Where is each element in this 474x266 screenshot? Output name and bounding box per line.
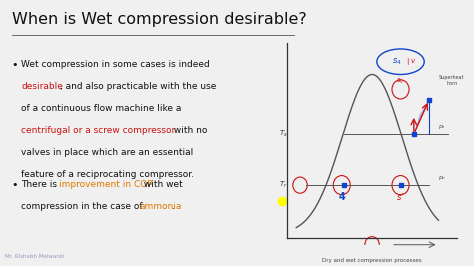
Text: $T_s$: $T_s$ [279, 129, 288, 139]
Text: $s_4$: $s_4$ [392, 56, 401, 67]
Text: Dry and wet compression processes: Dry and wet compression processes [322, 258, 422, 263]
Text: .: . [172, 202, 174, 211]
Text: valves in place which are an essential: valves in place which are an essential [21, 148, 193, 157]
Text: When is Wet compression desirable?: When is Wet compression desirable? [12, 12, 307, 27]
Text: feature of a reciprocating compressor.: feature of a reciprocating compressor. [21, 170, 194, 179]
Text: with no: with no [171, 126, 208, 135]
Polygon shape [414, 100, 429, 134]
Text: •: • [12, 60, 18, 70]
Text: | $v$: | $v$ [407, 56, 417, 67]
Text: of a continuous flow machine like a: of a continuous flow machine like a [21, 104, 182, 113]
Text: with wet: with wet [141, 180, 182, 189]
Text: •: • [12, 180, 18, 190]
Text: $s_v$: $s_v$ [396, 77, 405, 86]
Text: There is: There is [21, 180, 60, 189]
Text: centrifugal or a screw compressor: centrifugal or a screw compressor [21, 126, 175, 135]
Text: compression in the case of: compression in the case of [21, 202, 146, 211]
Text: $p_o$: $p_o$ [438, 174, 447, 182]
Text: , and also practicable with the use: , and also practicable with the use [60, 82, 217, 91]
Text: Wet compression in some cases is indeed: Wet compression in some cases is indeed [21, 60, 210, 69]
Text: $p_s$: $p_s$ [438, 123, 447, 131]
Text: $T_r$: $T_r$ [279, 180, 288, 190]
Text: Superheat
horn: Superheat horn [439, 75, 465, 86]
Text: $s'$: $s'$ [396, 191, 405, 202]
Text: Mr. Rishabh Melwanki: Mr. Rishabh Melwanki [5, 254, 64, 259]
Text: improvement in COP: improvement in COP [59, 180, 153, 189]
Text: ammonia: ammonia [139, 202, 182, 211]
Text: 4: 4 [338, 192, 345, 202]
Text: desirable: desirable [21, 82, 63, 91]
